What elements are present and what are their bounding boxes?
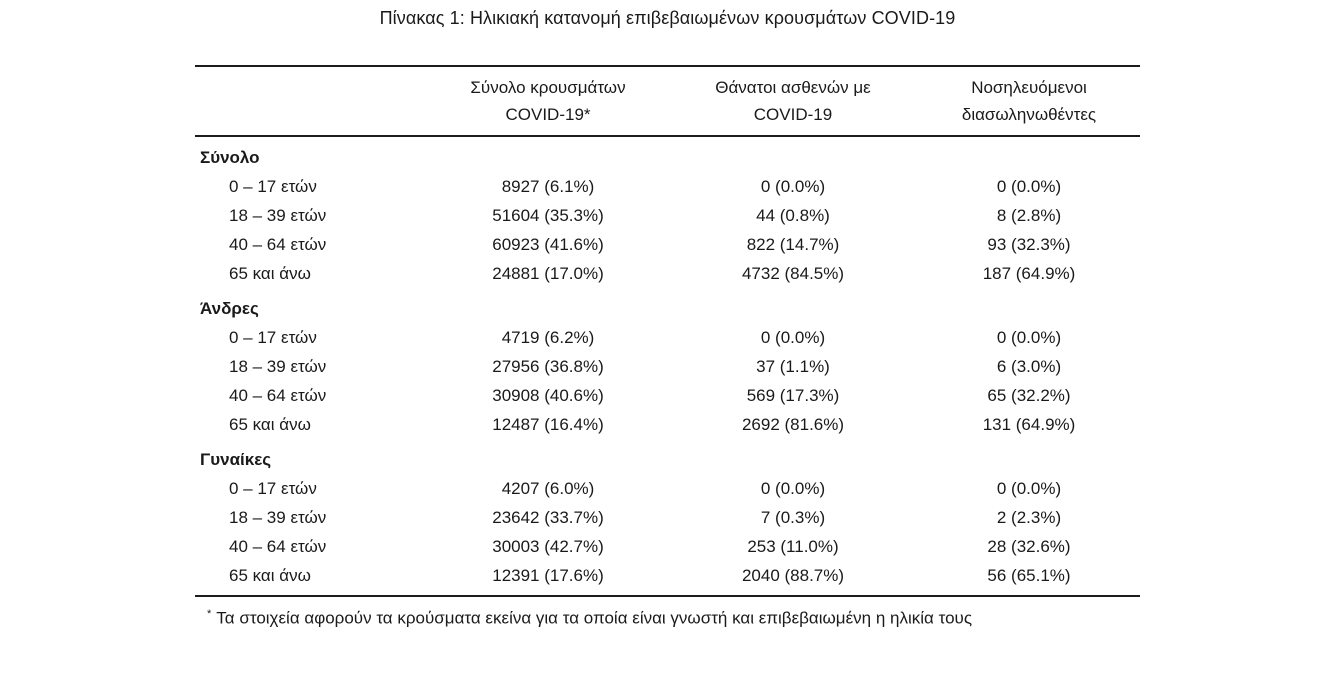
table-title: Πίνακας 1: Ηλικιακή κατανομή επιβεβαιωμέ… xyxy=(379,8,956,28)
column-header-line: Νοσηλευόμενοι xyxy=(971,78,1087,97)
document-page: Πίνακας 1: Ηλικιακή κατανομή επιβεβαιωμέ… xyxy=(0,6,1344,630)
data-cell: 93 (32.3%) xyxy=(987,235,1071,254)
data-cell: 8 (2.8%) xyxy=(996,206,1062,225)
column-header-deaths: Θάνατοι ασθενών με COVID-19 xyxy=(668,74,918,128)
age-group-label: 18 – 39 ετών xyxy=(229,206,327,225)
data-cell: 4732 (84.5%) xyxy=(741,264,845,283)
age-group-label: 40 – 64 ετών xyxy=(229,537,327,556)
header-spacer xyxy=(195,74,428,128)
data-cell: 44 (0.8%) xyxy=(756,206,830,225)
column-header-total-cases: Σύνολο κρουσμάτων COVID-19* xyxy=(428,74,668,128)
column-header-line: Σύνολο κρουσμάτων xyxy=(470,78,626,97)
data-cell: 131 (64.9%) xyxy=(982,415,1076,434)
data-cell: 27956 (36.8%) xyxy=(492,357,604,376)
table-footnote: * Τα στοιχεία αφορούν τα κρούσματα εκείνα… xyxy=(195,597,1140,630)
age-group-label: 65 και άνω xyxy=(229,566,311,585)
table-row: 0 – 17 ετών 8927 (6.1%) 0 (0.0%) 0 (0.0%) xyxy=(195,172,1140,201)
data-cell: 30908 (40.6%) xyxy=(492,386,604,405)
data-cell: 569 (17.3%) xyxy=(746,386,840,405)
data-cell: 187 (64.9%) xyxy=(982,264,1076,283)
data-cell: 0 (0.0%) xyxy=(760,479,826,498)
column-header-line: COVID-19 xyxy=(753,105,833,124)
data-cell: 23642 (33.7%) xyxy=(492,508,604,527)
table-row: 40 – 64 ετών 30908 (40.6%) 569 (17.3%) 65 (… xyxy=(195,381,1140,410)
data-cell: 56 (65.1%) xyxy=(987,566,1071,585)
age-group-label: 0 – 17 ετών xyxy=(229,177,317,196)
table-row: 18 – 39 ετών 27956 (36.8%) 37 (1.1%) 6 (3.0… xyxy=(195,352,1140,381)
data-cell: 37 (1.1%) xyxy=(756,357,830,376)
data-cell: 4719 (6.2%) xyxy=(501,328,595,347)
data-cell: 2692 (81.6%) xyxy=(741,415,845,434)
covid-age-distribution-table: Σύνολο κρουσμάτων COVID-19* Θάνατοι ασθε… xyxy=(195,65,1140,630)
data-cell: 30003 (42.7%) xyxy=(492,537,604,556)
data-cell: 6 (3.0%) xyxy=(996,357,1062,376)
section-label: Σύνολο xyxy=(200,148,260,167)
table-row: 0 – 17 ετών 4207 (6.0%) 0 (0.0%) 0 (0.0%) xyxy=(195,474,1140,503)
data-cell: 7 (0.3%) xyxy=(760,508,826,527)
table-row: 0 – 17 ετών 4719 (6.2%) 0 (0.0%) 0 (0.0%) xyxy=(195,323,1140,352)
data-cell: 65 (32.2%) xyxy=(987,386,1071,405)
column-header-line: διασωληνωθέντες xyxy=(961,105,1097,124)
data-cell: 0 (0.0%) xyxy=(760,177,826,196)
table-row: 65 και άνω 12391 (17.6%) 2040 (88.7%) 56 (6… xyxy=(195,561,1140,590)
section-label: Άνδρες xyxy=(200,299,259,318)
table-row: 65 και άνω 12487 (16.4%) 2692 (81.6%) 131 (… xyxy=(195,410,1140,439)
data-cell: 0 (0.0%) xyxy=(996,177,1062,196)
data-cell: 12487 (16.4%) xyxy=(492,415,604,434)
data-cell: 28 (32.6%) xyxy=(987,537,1071,556)
table-header-row: Σύνολο κρουσμάτων COVID-19* Θάνατοι ασθε… xyxy=(195,65,1140,137)
age-group-label: 40 – 64 ετών xyxy=(229,235,327,254)
data-cell: 822 (14.7%) xyxy=(746,235,840,254)
age-group-label: 40 – 64 ετών xyxy=(229,386,327,405)
data-cell: 51604 (35.3%) xyxy=(492,206,604,225)
age-group-label: 0 – 17 ετών xyxy=(229,479,317,498)
data-cell: 0 (0.0%) xyxy=(760,328,826,347)
table-row: 18 – 39 ετών 23642 (33.7%) 7 (0.3%) 2 (2.3%… xyxy=(195,503,1140,532)
data-cell: 2040 (88.7%) xyxy=(741,566,845,585)
data-cell: 0 (0.0%) xyxy=(996,328,1062,347)
data-cell: 2 (2.3%) xyxy=(996,508,1062,527)
age-group-label: 18 – 39 ετών xyxy=(229,508,327,527)
table-row: 18 – 39 ετών 51604 (35.3%) 44 (0.8%) 8 (2.8… xyxy=(195,201,1140,230)
data-cell: 60923 (41.6%) xyxy=(492,235,604,254)
column-header-intubated: Νοσηλευόμενοι διασωληνωθέντες xyxy=(918,74,1140,128)
section-header-row: Γυναίκες xyxy=(195,445,1140,474)
section-header-row: Σύνολο xyxy=(195,143,1140,172)
age-group-label: 18 – 39 ετών xyxy=(229,357,327,376)
section-label: Γυναίκες xyxy=(200,450,272,469)
data-cell: 8927 (6.1%) xyxy=(501,177,595,196)
data-cell: 0 (0.0%) xyxy=(996,479,1062,498)
data-cell: 24881 (17.0%) xyxy=(492,264,604,283)
column-header-line: Θάνατοι ασθενών με xyxy=(715,78,871,97)
footnote-asterisk: * xyxy=(207,608,212,620)
column-header-line: COVID-19* xyxy=(505,105,591,124)
table-row: 40 – 64 ετών 30003 (42.7%) 253 (11.0%) 28 (… xyxy=(195,532,1140,561)
table-row: 40 – 64 ετών 60923 (41.6%) 822 (14.7%) 93 (… xyxy=(195,230,1140,259)
data-cell: 4207 (6.0%) xyxy=(501,479,595,498)
section-header-row: Άνδρες xyxy=(195,294,1140,323)
footnote-text: Τα στοιχεία αφορούν τα κρούσματα εκείνα … xyxy=(216,608,973,628)
data-cell: 253 (11.0%) xyxy=(747,537,839,556)
table-row: 65 και άνω 24881 (17.0%) 4732 (84.5%) 187 (… xyxy=(195,259,1140,288)
table-body: Σύνολο 0 – 17 ετών 8927 (6.1%) 0 (0.0%) 0 (0… xyxy=(195,143,1140,597)
age-group-label: 0 – 17 ετών xyxy=(229,328,317,347)
age-group-label: 65 και άνω xyxy=(229,264,311,283)
data-cell: 12391 (17.6%) xyxy=(492,566,604,585)
age-group-label: 65 και άνω xyxy=(229,415,311,434)
